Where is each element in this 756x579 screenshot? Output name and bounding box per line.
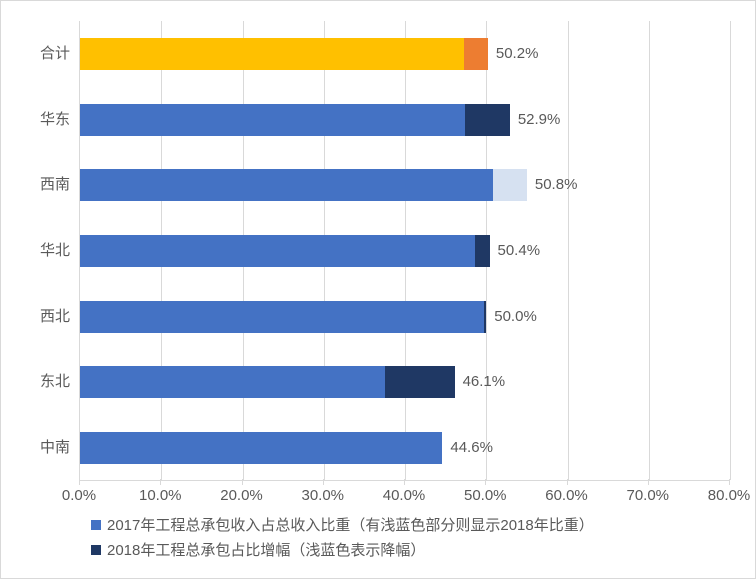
- bar-segment-base: [80, 169, 493, 201]
- x-axis-label: 10.0%: [139, 487, 182, 504]
- x-tick: [648, 479, 649, 485]
- y-axis-label: 西南: [40, 169, 80, 201]
- bar-segment-base: [80, 366, 385, 398]
- x-tick: [79, 479, 80, 485]
- bar-row: 西南50.8%: [80, 169, 729, 201]
- x-tick: [729, 479, 730, 485]
- bar-segment-delta: [484, 301, 486, 333]
- x-tick: [242, 479, 243, 485]
- bar-segment-base: [80, 235, 475, 267]
- y-axis-label: 华北: [40, 235, 80, 267]
- chart-container: 合计50.2%华东52.9%西南50.8%华北50.4%西北50.0%东北46.…: [0, 0, 756, 579]
- bar-row: 西北50.0%: [80, 301, 729, 333]
- x-tick: [323, 479, 324, 485]
- x-axis-label: 70.0%: [626, 487, 669, 504]
- bar-segment-base: [80, 104, 465, 136]
- legend-swatch: [91, 520, 101, 530]
- x-axis-label: 50.0%: [464, 487, 507, 504]
- legend-text: 2018年工程总承包占比增幅（浅蓝色表示降幅）: [107, 539, 425, 560]
- bar-value-label: 46.1%: [463, 366, 506, 398]
- x-axis-label: 40.0%: [383, 487, 426, 504]
- x-tick: [567, 479, 568, 485]
- bar-value-label: 52.9%: [518, 104, 561, 136]
- x-axis-label: 30.0%: [301, 487, 344, 504]
- bar-row: 合计50.2%: [80, 38, 729, 70]
- bar-value-label: 50.4%: [498, 235, 541, 267]
- bar-value-label: 50.8%: [535, 169, 578, 201]
- bar-segment-delta: [465, 104, 510, 136]
- bar-segment-delta: [464, 38, 488, 70]
- bar-segment-delta: [493, 169, 527, 201]
- x-axis: 0.0%10.0%20.0%30.0%40.0%50.0%60.0%70.0%8…: [79, 485, 729, 505]
- bar-segment-base: [80, 38, 464, 70]
- bar-row: 华东52.9%: [80, 104, 729, 136]
- legend-swatch: [91, 545, 101, 555]
- bar-segment-base: [80, 432, 442, 464]
- y-axis-label: 西北: [40, 301, 80, 333]
- x-axis-label: 60.0%: [545, 487, 588, 504]
- bar-row: 华北50.4%: [80, 235, 729, 267]
- legend-item: 2018年工程总承包占比增幅（浅蓝色表示降幅）: [91, 539, 731, 560]
- bar-row: 东北46.1%: [80, 366, 729, 398]
- bar-segment-base: [80, 301, 484, 333]
- x-axis-label: 80.0%: [708, 487, 751, 504]
- x-tick: [404, 479, 405, 485]
- y-axis-label: 中南: [40, 432, 80, 464]
- x-axis-label: 20.0%: [220, 487, 263, 504]
- y-axis-label: 华东: [40, 104, 80, 136]
- x-axis-label: 0.0%: [62, 487, 96, 504]
- bar-segment-delta: [385, 366, 455, 398]
- x-tick: [160, 479, 161, 485]
- legend-text: 2017年工程总承包收入占总收入比重（有浅蓝色部分则显示2018年比重）: [107, 514, 594, 535]
- bar-segment-delta: [475, 235, 490, 267]
- y-axis-label: 合计: [40, 38, 80, 70]
- gridline: [730, 21, 731, 480]
- plot-area: 合计50.2% 华东52.9% 西南50.8% 华北50.4% 西北50.0% 东北46.…: [79, 21, 729, 481]
- bar-value-label: 50.0%: [494, 301, 537, 333]
- y-axis-label: 东北: [40, 366, 80, 398]
- legend: 2017年工程总承包收入占总收入比重（有浅蓝色部分则显示2018年比重） 2018…: [91, 514, 731, 564]
- bar-value-label: 44.6%: [450, 432, 493, 464]
- x-tick: [485, 479, 486, 485]
- bar-value-label: 50.2%: [496, 38, 539, 70]
- bar-row: 中南44.6%: [80, 432, 729, 464]
- legend-item: 2017年工程总承包收入占总收入比重（有浅蓝色部分则显示2018年比重）: [91, 514, 731, 535]
